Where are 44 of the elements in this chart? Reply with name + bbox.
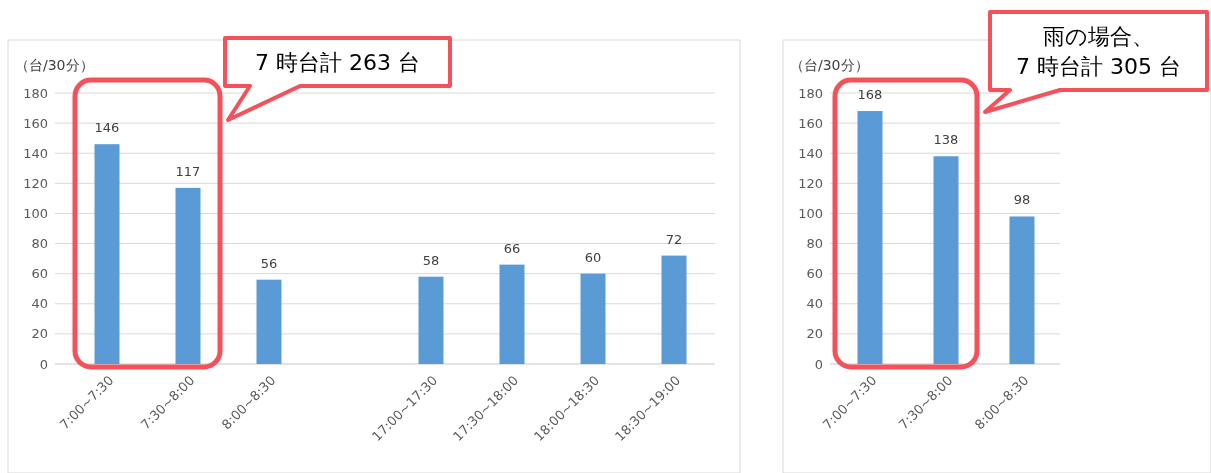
y-tick-label: 0 <box>39 356 48 372</box>
y-tick-label: 100 <box>23 205 48 221</box>
y-tick-label: 160 <box>798 115 823 131</box>
y-tick-label: 120 <box>23 175 48 191</box>
y-tick-label: 120 <box>798 175 823 191</box>
y-tick-label: 180 <box>798 85 823 101</box>
bar <box>499 264 525 364</box>
y-tick-label: 160 <box>23 115 48 131</box>
data-label: 66 <box>503 240 521 256</box>
y-tick-label: 40 <box>806 296 823 312</box>
text: 雨の場合、 7 時台計 305 台 <box>1016 23 1181 79</box>
y-tick-label: 100 <box>798 205 823 221</box>
y-axis-title: （台/30分） <box>790 57 869 73</box>
y-tick-label: 180 <box>23 85 48 101</box>
data-label: 168 <box>857 87 883 103</box>
bar <box>256 279 282 364</box>
bar <box>580 273 606 364</box>
data-label: 98 <box>1013 192 1031 208</box>
bar <box>661 255 687 364</box>
y-tick-label: 140 <box>23 145 48 161</box>
y-tick-label: 60 <box>806 266 823 282</box>
y-tick-label: 80 <box>806 236 823 252</box>
y-axis-title: （台/30分） <box>15 57 94 73</box>
bar <box>94 144 120 364</box>
data-label: 146 <box>94 120 120 136</box>
data-label: 60 <box>584 249 602 265</box>
bar <box>418 276 444 364</box>
y-tick-label: 0 <box>814 356 823 372</box>
bar <box>857 111 883 364</box>
y-tick-label: 40 <box>31 296 48 312</box>
data-label: 138 <box>933 132 959 148</box>
bar <box>175 187 201 364</box>
bar <box>1009 216 1035 364</box>
y-tick-label: 20 <box>31 326 48 342</box>
data-label: 72 <box>665 231 683 247</box>
y-tick-label: 80 <box>31 236 48 252</box>
y-tick-label: 60 <box>31 266 48 282</box>
data-label: 56 <box>260 255 278 271</box>
data-label: 58 <box>422 252 440 268</box>
y-tick-label: 20 <box>806 326 823 342</box>
data-label: 117 <box>175 163 201 179</box>
y-tick-label: 140 <box>798 145 823 161</box>
bar <box>933 156 959 364</box>
text: 7 時台計 263 台 <box>255 49 420 75</box>
